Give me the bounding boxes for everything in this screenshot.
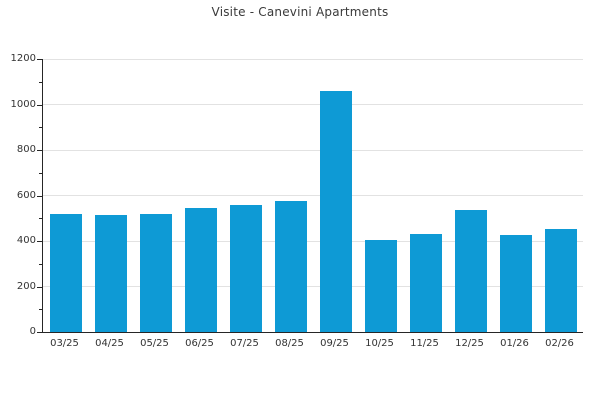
bar-slot-09-25 [313,59,358,332]
bar-slot-08-25 [268,59,313,332]
bar-05-25 [139,213,172,332]
gridline-y-600 [43,195,583,196]
y-major-tick-400 [37,241,42,242]
x-tick-label-11-25: 11/25 [410,338,439,349]
bar-slot-07-25 [223,59,268,332]
gridline-y-200 [43,286,583,287]
bar-06-25 [184,208,217,332]
y-tick-label-200: 200 [16,280,36,292]
y-minor-tick-300 [39,263,42,265]
y-major-tick-600 [37,195,42,197]
bar-slot-11-25 [403,59,448,332]
bar-slot-05-25 [133,59,178,332]
x-axis-labels: 03/25 04/25 05/25 06/25 07/25 08/25 09/25 10/25… [42,338,582,349]
y-tick-label-0: 0 [29,326,36,337]
bar-08-25 [274,201,307,332]
x-tick-label-08-25: 08/25 [275,338,304,349]
bar-09-25 [319,90,352,332]
bar-slot-01-26 [493,59,538,332]
bar-11-25 [409,234,442,332]
y-tick-label-600: 600 [16,189,36,201]
y-tick-label-800: 800 [16,144,36,155]
bar-03-25 [49,213,82,332]
bar-07-25 [229,204,262,332]
plot-area [42,58,583,333]
gridline-y-400 [43,240,583,242]
x-tick-label-12-25: 12/25 [455,338,484,349]
y-minor-tick-900 [39,127,42,129]
x-tick-label-03-25: 03/25 [50,338,79,349]
y-minor-tick-500 [39,218,42,220]
bar-slot-03-25 [43,59,88,332]
y-minor-tick-100 [39,309,42,311]
x-tick-label-01-26: 01/26 [500,338,529,349]
y-minor-tick-700 [39,172,42,174]
x-tick-label-04-25: 04/25 [95,338,124,349]
bar-10-25 [364,239,397,332]
y-tick-label-400: 400 [16,235,36,246]
gridline-y-1000 [43,104,583,105]
y-major-tick-200 [37,286,42,288]
bar-02-26 [544,228,577,332]
y-tick-label-1000: 1000 [10,98,36,110]
gridline-y-1200 [43,58,583,60]
y-tick-label-1200: 1200 [10,53,36,64]
y-major-tick-1000 [37,104,42,106]
bar-01-26 [499,235,532,332]
x-tick-label-09-25: 09/25 [320,338,349,349]
bars-row [43,59,583,332]
y-major-tick-800 [37,150,42,151]
y-major-tick-0 [37,332,42,333]
bar-slot-02-26 [538,59,583,332]
bar-slot-12-25 [448,59,493,332]
y-minor-tick-1100 [39,81,42,83]
x-tick-label-07-25: 07/25 [230,338,259,349]
bar-slot-04-25 [88,59,133,332]
chart-title: Visite - Canevini Apartments [211,5,389,19]
x-tick-label-02-26: 02/26 [545,338,574,349]
x-tick-label-10-25: 10/25 [365,338,394,349]
bar-12-25 [454,210,487,332]
gridline-y-800 [43,149,583,151]
x-tick-label-05-25: 05/25 [140,338,169,349]
bar-04-25 [94,214,127,332]
x-tick-label-06-25: 06/25 [185,338,214,349]
y-major-tick-1200 [37,59,42,60]
bar-slot-06-25 [178,59,223,332]
bar-slot-10-25 [358,59,403,332]
